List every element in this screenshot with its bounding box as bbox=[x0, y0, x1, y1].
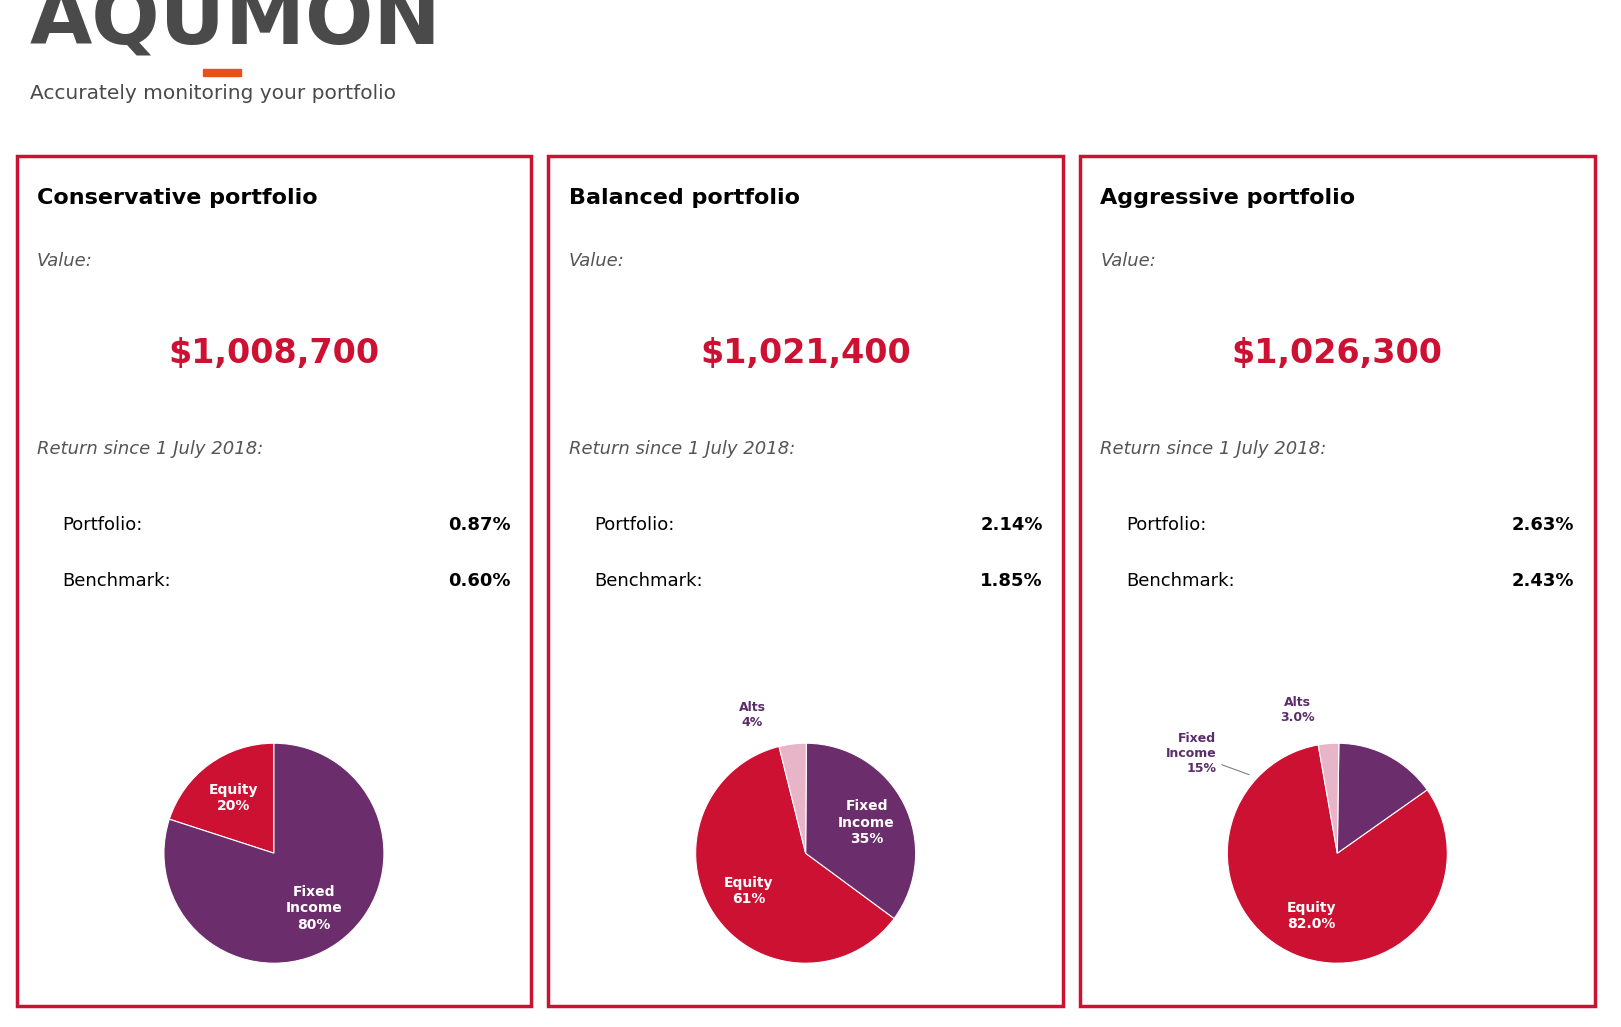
Text: 1.85%: 1.85% bbox=[981, 572, 1042, 589]
Wedge shape bbox=[164, 744, 384, 963]
Text: Return since 1 July 2018:: Return since 1 July 2018: bbox=[1101, 440, 1326, 458]
Text: Equity
20%: Equity 20% bbox=[209, 783, 259, 813]
Text: $1,026,300: $1,026,300 bbox=[1232, 337, 1443, 371]
Wedge shape bbox=[695, 747, 895, 963]
Text: Benchmark:: Benchmark: bbox=[1127, 572, 1235, 589]
Text: Equity
82.0%: Equity 82.0% bbox=[1287, 901, 1336, 931]
Wedge shape bbox=[1318, 744, 1339, 853]
Text: 2.63%: 2.63% bbox=[1512, 517, 1574, 534]
Wedge shape bbox=[1337, 744, 1426, 853]
Text: Equity
61%: Equity 61% bbox=[725, 876, 773, 906]
Text: Conservative portfolio: Conservative portfolio bbox=[37, 188, 318, 208]
Text: $1,021,400: $1,021,400 bbox=[700, 337, 911, 371]
Text: Portfolio:: Portfolio: bbox=[1127, 517, 1206, 534]
Text: 2.14%: 2.14% bbox=[981, 517, 1042, 534]
Wedge shape bbox=[780, 744, 806, 853]
Text: Return since 1 July 2018:: Return since 1 July 2018: bbox=[37, 440, 263, 458]
Text: Alts
3.0%: Alts 3.0% bbox=[1281, 696, 1315, 724]
Text: Portfolio:: Portfolio: bbox=[63, 517, 143, 534]
Text: Value:: Value: bbox=[569, 252, 624, 270]
Text: Alts
4%: Alts 4% bbox=[739, 700, 765, 729]
Text: 0.87%: 0.87% bbox=[449, 517, 511, 534]
Text: Balanced portfolio: Balanced portfolio bbox=[569, 188, 799, 208]
Wedge shape bbox=[1227, 745, 1448, 963]
Text: Aggressive portfolio: Aggressive portfolio bbox=[1101, 188, 1355, 208]
Text: Value:: Value: bbox=[37, 252, 92, 270]
Text: Fixed
Income
80%: Fixed Income 80% bbox=[285, 885, 342, 931]
Text: 2.43%: 2.43% bbox=[1512, 572, 1574, 589]
Wedge shape bbox=[806, 744, 916, 918]
Text: Value:: Value: bbox=[1101, 252, 1156, 270]
Text: 0.60%: 0.60% bbox=[449, 572, 511, 589]
Text: Accurately monitoring your portfolio: Accurately monitoring your portfolio bbox=[29, 84, 396, 103]
Bar bbox=[204, 69, 242, 76]
Text: AQUMON: AQUMON bbox=[29, 0, 441, 60]
Text: Fixed
Income
15%: Fixed Income 15% bbox=[1165, 732, 1250, 775]
Text: Portfolio:: Portfolio: bbox=[595, 517, 674, 534]
Text: Return since 1 July 2018:: Return since 1 July 2018: bbox=[569, 440, 794, 458]
Text: Fixed
Income
35%: Fixed Income 35% bbox=[838, 799, 895, 846]
Text: Benchmark:: Benchmark: bbox=[595, 572, 704, 589]
Wedge shape bbox=[169, 744, 274, 853]
Text: Benchmark:: Benchmark: bbox=[63, 572, 172, 589]
Text: $1,008,700: $1,008,700 bbox=[169, 337, 379, 371]
